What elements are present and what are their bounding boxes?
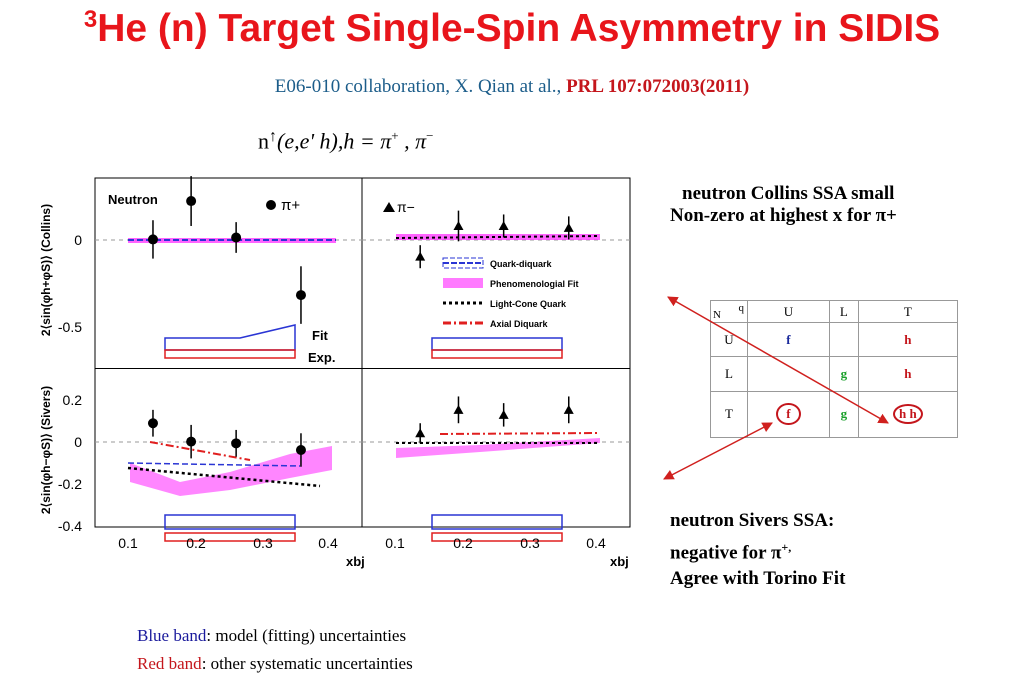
data-point <box>186 436 197 447</box>
ylabel-collins: 2⟨sin(φh+φS)⟩ (Collins) <box>39 204 53 336</box>
data-point <box>147 418 158 429</box>
xtick-left-2: 0.3 <box>253 535 273 551</box>
subtitle: E06-010 collaboration, X. Qian at al., P… <box>274 76 750 97</box>
band-legend: Blue band: model (fitting) uncertainties… <box>137 626 413 673</box>
collins-piminus-points <box>415 210 574 269</box>
ylabel-sivers: 2⟨sin(φh−φS)⟩ (Sivers) <box>39 386 53 514</box>
legend-pheno: Phenomenologial Fit <box>490 279 579 289</box>
legend-lightcone: Light-Cone Quark <box>490 299 567 309</box>
red-band-collins-minus <box>431 349 563 359</box>
data-point <box>563 222 574 232</box>
annotation-arrows <box>663 296 889 480</box>
fit-label: Fit <box>312 328 329 343</box>
xtick-left-1: 0.2 <box>186 535 206 551</box>
axial-diquark-curve-sivers-minus <box>439 432 601 435</box>
data-point <box>147 234 158 245</box>
data-point <box>415 251 426 261</box>
data-point <box>231 232 242 243</box>
xtick-right-2: 0.3 <box>520 535 540 551</box>
legend-axial: Axial Diquark <box>490 319 549 329</box>
pheno-fit-band-sivers-minus <box>396 438 600 458</box>
red-band-sivers-plus <box>164 532 296 542</box>
collins-ytick-0: 0 <box>74 232 82 248</box>
legend-quark-diquark: Quark-diquark <box>490 259 553 269</box>
data-point <box>563 404 574 414</box>
blue-band-sivers-plus <box>164 514 296 530</box>
blue-band-collins-plus <box>164 324 296 351</box>
xlabel-right: xbj <box>610 554 629 569</box>
pi-minus-marker-icon <box>383 202 395 212</box>
xtick-right-0: 0.1 <box>385 535 405 551</box>
quark-diquark-curve-sivers-plus <box>127 462 301 467</box>
xlabel-left: xbj <box>346 554 365 569</box>
sivers-ytick-3: -0.4 <box>58 518 82 534</box>
data-point <box>295 290 306 301</box>
data-point <box>453 220 464 230</box>
pi-minus-label: π− <box>397 199 415 215</box>
sivers-ytick-0: 0.2 <box>63 392 83 408</box>
sivers-ytick-2: -0.2 <box>58 476 82 492</box>
red-band-collins-plus <box>164 349 296 359</box>
data-point <box>295 445 306 456</box>
blue-band-label: Blue band <box>137 626 207 645</box>
lightcone-curve-sivers-plus <box>127 466 321 488</box>
lightcone-curve-collins-minus <box>395 235 601 239</box>
data-point <box>415 428 426 438</box>
chart-legend: Quark-diquark Phenomenologial Fit Light-… <box>442 257 579 329</box>
data-point <box>498 220 509 230</box>
xtick-right-3: 0.4 <box>586 535 606 551</box>
reaction-formula: n↑(e,e' h),h = π+ , π− <box>258 128 434 154</box>
arrow-collins-to-h1 <box>667 296 889 424</box>
sivers-piplus-points <box>147 409 306 467</box>
sivers-ytick-1: 0 <box>74 434 82 450</box>
xtick-left-0: 0.1 <box>118 535 138 551</box>
collins-piplus-points <box>147 176 306 324</box>
pheno-fit-band-sivers-plus <box>130 446 332 496</box>
page-title: 3He (n) Target Single-Spin Asymmetry in … <box>83 6 941 50</box>
neutron-label: Neutron <box>108 192 158 207</box>
collins-ytick-1: -0.5 <box>58 319 82 335</box>
sivers-piminus-points <box>415 396 574 444</box>
ssa-figure: 0 -0.5 0.2 0 -0.2 -0.4 0.1 0.2 0.3 0.4 0… <box>39 176 631 569</box>
collins-annotation: neutron Collins SSA small Non-zero at hi… <box>670 183 897 226</box>
exp-label: Exp. <box>308 350 335 365</box>
data-point <box>453 404 464 414</box>
blue-band-collins-minus <box>431 337 563 351</box>
arrow-sivers-to-f1t <box>663 422 773 480</box>
pi-plus-label: π+ <box>281 197 300 214</box>
data-point <box>498 409 509 419</box>
data-point <box>231 438 242 449</box>
sivers-annotation: neutron Sivers SSA: negative for π+, Agr… <box>670 510 846 590</box>
axial-diquark-curve-sivers-plus <box>149 441 251 461</box>
xtick-left-3: 0.4 <box>318 535 338 551</box>
pi-plus-marker-icon <box>266 200 276 210</box>
red-band-label: Red band <box>137 654 202 673</box>
xtick-right-1: 0.2 <box>453 535 473 551</box>
blue-band-sivers-minus <box>431 514 563 530</box>
publication-reference: PRL 107:072003(2011) <box>566 76 750 97</box>
red-band-sivers-minus <box>431 532 563 542</box>
data-point <box>186 196 197 207</box>
